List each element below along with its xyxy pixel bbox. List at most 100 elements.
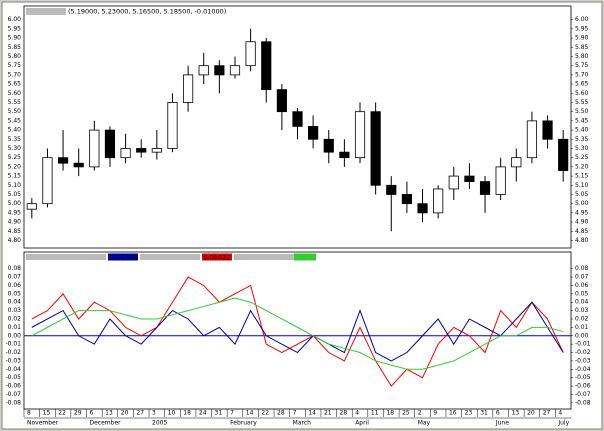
y-tick-label: -0.07 [5, 391, 21, 398]
y-tick-label: -0.01 [575, 341, 591, 348]
x-tick-label: 27 [543, 410, 551, 417]
candle-body [292, 111, 303, 127]
indicator-line [31, 301, 564, 362]
candle-body [479, 181, 491, 195]
y-tick-label: 5.25 [8, 154, 22, 161]
x-tick-label: 3 [152, 410, 156, 417]
y-tick-label: 5.45 [8, 117, 22, 124]
month-label: May [418, 420, 431, 427]
candle-body [73, 162, 84, 168]
y-tick-label: 4.95 [8, 209, 22, 216]
month-label: December [90, 420, 122, 427]
readout-value: -0.01300 [108, 253, 137, 261]
y-tick-label: 0.03 [575, 307, 589, 314]
x-tick-label: 7 [293, 410, 297, 417]
y-tick-label: 5.65 [8, 81, 22, 88]
y-tick-label: 5.45 [575, 117, 589, 124]
y-tick-label: 5.15 [8, 173, 22, 180]
y-tick-label: -0.02 [5, 349, 21, 356]
candle-body [120, 148, 131, 159]
candle-body [464, 175, 475, 183]
y-tick-label: -0.04 [575, 366, 591, 373]
candle-body [526, 120, 538, 159]
y-tick-label: 4.85 [575, 228, 589, 235]
x-tick-label: 14 [308, 410, 316, 417]
x-tick-label: 28 [277, 410, 285, 417]
readout-box [108, 253, 138, 261]
x-tick-label: 22 [261, 410, 269, 417]
x-tick-label: 13 [511, 410, 519, 417]
indicator-panel [23, 251, 572, 410]
y-tick-label: -0.08 [5, 399, 21, 406]
candle-body [370, 111, 381, 186]
candle-body [542, 120, 553, 140]
candle-body [151, 148, 162, 153]
y-tick-label: 5.60 [575, 90, 589, 97]
y-tick-label: 0.06 [8, 282, 22, 289]
y-tick-label: 6.00 [8, 16, 22, 23]
y-tick-label: 4.80 [575, 237, 589, 244]
y-tick-label: 5.20 [8, 163, 22, 170]
price-readout: (5.19000, 5.23000, 5.16500, 5.18500, -0.… [68, 8, 226, 16]
candle-body [495, 166, 506, 195]
y-tick-label: 0.02 [8, 315, 22, 322]
y-tick-label: 5.75 [8, 62, 22, 69]
y-tick-label: 4.90 [8, 219, 22, 226]
y-tick-label: 0.04 [8, 299, 22, 306]
y-tick-label: 0.05 [575, 290, 589, 297]
x-tick-label: 10 [168, 410, 176, 417]
y-tick-label: 0.07 [8, 274, 22, 281]
x-tick-label: 27 [136, 410, 144, 417]
x-tick-label: 21 [324, 410, 332, 417]
readout-box [202, 253, 232, 261]
y-tick-label: 5.85 [8, 44, 22, 51]
indicator-line [31, 297, 564, 370]
candle-body [214, 65, 225, 76]
y-tick-label: 4.80 [8, 237, 22, 244]
month-label: July [557, 420, 569, 427]
y-tick-label: 5.20 [575, 163, 589, 170]
y-tick-label: 5.55 [575, 99, 589, 106]
x-tick-label: 2 [418, 410, 422, 417]
y-tick-label: 5.75 [575, 62, 589, 69]
y-tick-label: -0.03 [5, 357, 21, 364]
candle-body [276, 89, 287, 113]
y-tick-label: 5.70 [8, 71, 22, 78]
y-tick-label: -0.06 [5, 383, 21, 390]
x-tick-label: 4 [558, 410, 562, 417]
x-tick-label: 8 [27, 410, 31, 417]
month-label: March [293, 420, 311, 427]
y-tick-label: 5.40 [8, 127, 22, 134]
y-tick-label: 4.85 [8, 228, 22, 235]
x-tick-label: 31 [215, 410, 223, 417]
candle-body [386, 184, 397, 195]
y-tick-label: 0.01 [575, 324, 589, 331]
y-tick-label: 5.05 [8, 191, 22, 198]
candle-body [198, 65, 209, 76]
x-tick-label: 11 [371, 410, 379, 417]
candle-body [26, 203, 37, 210]
candle-body [308, 126, 319, 140]
candle-body [354, 111, 366, 159]
y-tick-label: 0.07 [575, 274, 589, 281]
candle-body [323, 138, 334, 153]
month-label: June [495, 420, 509, 427]
y-tick-label: 0.03 [8, 307, 22, 314]
y-tick-label: 5.25 [575, 154, 589, 161]
y-tick-label: 5.95 [575, 25, 589, 32]
candle-body [401, 194, 412, 205]
indicator-line [31, 276, 564, 387]
candle-body [417, 203, 428, 214]
y-tick-label: 5.80 [8, 53, 22, 60]
y-tick-label: 4.90 [575, 219, 589, 226]
x-tick-label: 4 [355, 410, 359, 417]
candle-body [136, 148, 147, 153]
y-tick-label: 5.90 [8, 35, 22, 42]
y-tick-label: 0.04 [575, 299, 589, 306]
x-tick-label: 18 [183, 410, 191, 417]
x-tick-label: 24 [199, 410, 207, 417]
month-label: 2005 [152, 420, 167, 427]
y-tick-label: 5.60 [8, 90, 22, 97]
candle-body [558, 138, 569, 171]
y-tick-label: 5.00 [8, 200, 22, 207]
